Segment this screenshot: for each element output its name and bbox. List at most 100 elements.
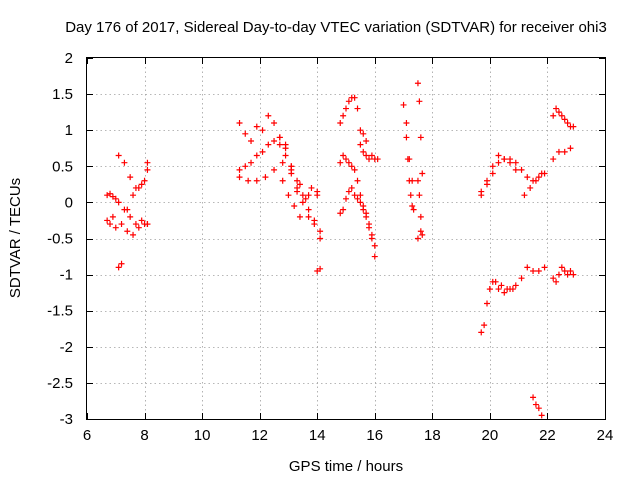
data-point [348, 184, 355, 191]
y-tick-label: -0.5 [47, 231, 73, 248]
data-point [360, 206, 367, 213]
data-point [242, 163, 249, 170]
data-point [403, 119, 410, 126]
data-point [484, 300, 491, 307]
data-point [504, 286, 511, 293]
series-track-20 [414, 228, 424, 242]
data-point [115, 264, 122, 271]
data-point [481, 322, 488, 329]
data-point [299, 192, 306, 199]
data-point [302, 195, 309, 202]
y-axis-label: SDTVAR / TECUs [7, 178, 24, 298]
series-track-10 [279, 177, 321, 220]
x-tick-label: 18 [424, 427, 441, 444]
data-point [138, 217, 145, 224]
data-point [567, 267, 574, 274]
data-point [299, 199, 306, 206]
axis-ticks [87, 58, 606, 420]
data-point [538, 412, 545, 419]
data-point [550, 112, 557, 119]
data-point [305, 206, 312, 213]
series-track-24 [550, 105, 577, 130]
data-point [419, 231, 426, 238]
data-point [130, 231, 137, 238]
data-point [570, 271, 577, 278]
data-point [138, 181, 145, 188]
series-track-28 [550, 264, 577, 285]
data-point [115, 152, 122, 159]
data-point [259, 127, 266, 134]
data-point [495, 152, 502, 159]
data-point [308, 184, 315, 191]
data-point [541, 264, 548, 271]
data-point [107, 190, 114, 197]
data-point [351, 192, 358, 199]
series-track-6 [236, 138, 324, 235]
data-point [271, 166, 278, 173]
data-point [253, 177, 260, 184]
data-point [294, 184, 301, 191]
data-point [354, 105, 361, 112]
data-point [118, 221, 125, 228]
series-track-15 [337, 184, 378, 249]
data-points [104, 80, 577, 419]
data-point [416, 192, 423, 199]
data-point [351, 166, 358, 173]
data-point [135, 184, 142, 191]
data-point [509, 286, 516, 293]
data-point [538, 170, 545, 177]
data-point [340, 152, 347, 159]
data-point [337, 210, 344, 217]
data-point [489, 170, 496, 177]
data-point [501, 156, 508, 163]
data-point [417, 228, 424, 235]
series-track-19 [414, 177, 426, 238]
series-track-13 [357, 141, 381, 163]
data-point [354, 195, 361, 202]
data-point [288, 163, 295, 170]
y-tick-label: 2 [65, 50, 73, 67]
x-axis-label: GPS time / hours [289, 458, 403, 475]
chart-title: Day 176 of 2017, Sidereal Day-to-day VTE… [65, 19, 607, 36]
x-tick-label: 20 [482, 427, 499, 444]
series-track-9 [276, 134, 324, 242]
data-point [104, 217, 111, 224]
data-point [414, 235, 421, 242]
data-point [501, 289, 508, 296]
data-point [368, 231, 375, 238]
series-track-29 [530, 394, 545, 419]
data-point [417, 134, 424, 141]
data-point [343, 105, 349, 112]
y-tick-label: -1.5 [47, 303, 73, 320]
data-point [296, 213, 303, 220]
series-track-27 [486, 278, 516, 293]
data-point [248, 159, 255, 166]
data-point [127, 174, 134, 181]
data-point [524, 264, 531, 271]
series-track-16 [400, 101, 416, 184]
data-point [555, 148, 562, 155]
data-point [124, 206, 131, 213]
data-point [271, 119, 278, 126]
data-point [524, 174, 531, 181]
data-point [311, 221, 318, 228]
data-point [141, 177, 148, 184]
data-point [561, 148, 568, 155]
data-point [242, 130, 249, 137]
data-point [486, 286, 493, 293]
data-point [558, 112, 565, 119]
data-point [535, 267, 542, 274]
data-point [406, 177, 413, 184]
data-point [112, 195, 119, 202]
data-point [484, 177, 491, 184]
data-point [265, 112, 272, 119]
data-point [535, 174, 542, 181]
y-tick-label: 1.5 [52, 86, 73, 103]
series-track-23 [521, 170, 545, 199]
x-tick-label: 10 [194, 427, 211, 444]
data-point [135, 224, 142, 231]
series-track-17 [403, 134, 417, 213]
data-point [144, 166, 151, 173]
data-point [492, 278, 499, 285]
